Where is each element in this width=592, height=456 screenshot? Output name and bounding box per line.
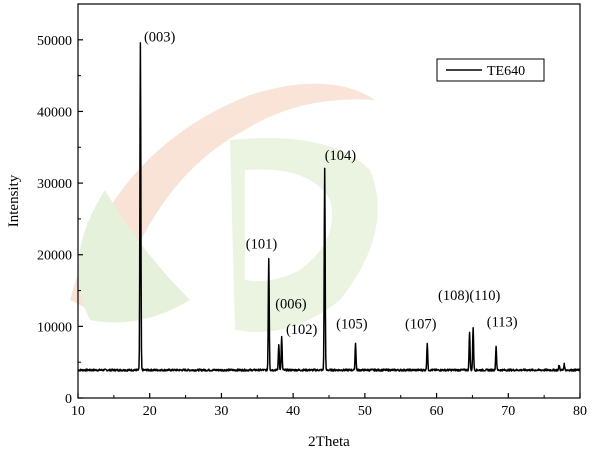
peak-label: (108)(110) [438, 288, 500, 304]
x-tick-label: 60 [430, 404, 444, 419]
x-tick-label: 80 [573, 404, 587, 419]
peak-label: (003) [144, 29, 176, 45]
peak-label: (101) [246, 236, 278, 252]
peak-labels: (003) (101) (006) (102) (104) (105) (107)(108)… [144, 29, 518, 338]
y-tick-label: 20000 [37, 249, 72, 264]
x-axis-ticks: 10 20 30 40 50 60 70 80 [71, 393, 587, 419]
x-tick-label: 70 [501, 404, 515, 419]
x-axis-title: 2Theta [308, 434, 350, 450]
x-tick-label: 40 [286, 404, 300, 419]
x-tick-label: 30 [214, 404, 228, 419]
x-tick-label: 10 [71, 404, 85, 419]
y-tick-label: 30000 [37, 177, 72, 192]
peak-label: (107) [405, 317, 437, 333]
peak-label: (102) [286, 322, 318, 338]
peak-label: (006) [275, 296, 307, 312]
y-axis-title: Intensity [6, 174, 22, 227]
watermark-logo [70, 83, 378, 332]
y-tick-label: 40000 [37, 105, 72, 120]
y-axis-ticks: 0 10000 20000 30000 40000 50000 [37, 34, 83, 407]
peak-label: (104) [325, 148, 357, 164]
legend: TE640 [436, 58, 545, 82]
x-tick-label: 20 [143, 404, 157, 419]
y-tick-label: 0 [65, 392, 72, 407]
legend-label: TE640 [487, 64, 525, 79]
legend-box [436, 58, 545, 82]
peak-label: (105) [336, 317, 368, 333]
peak-label: (113) [487, 314, 518, 330]
series-line-te640 [77, 42, 581, 372]
y-tick-label: 50000 [37, 34, 72, 49]
x-tick-label: 50 [358, 404, 372, 419]
y-tick-label: 10000 [37, 320, 72, 335]
